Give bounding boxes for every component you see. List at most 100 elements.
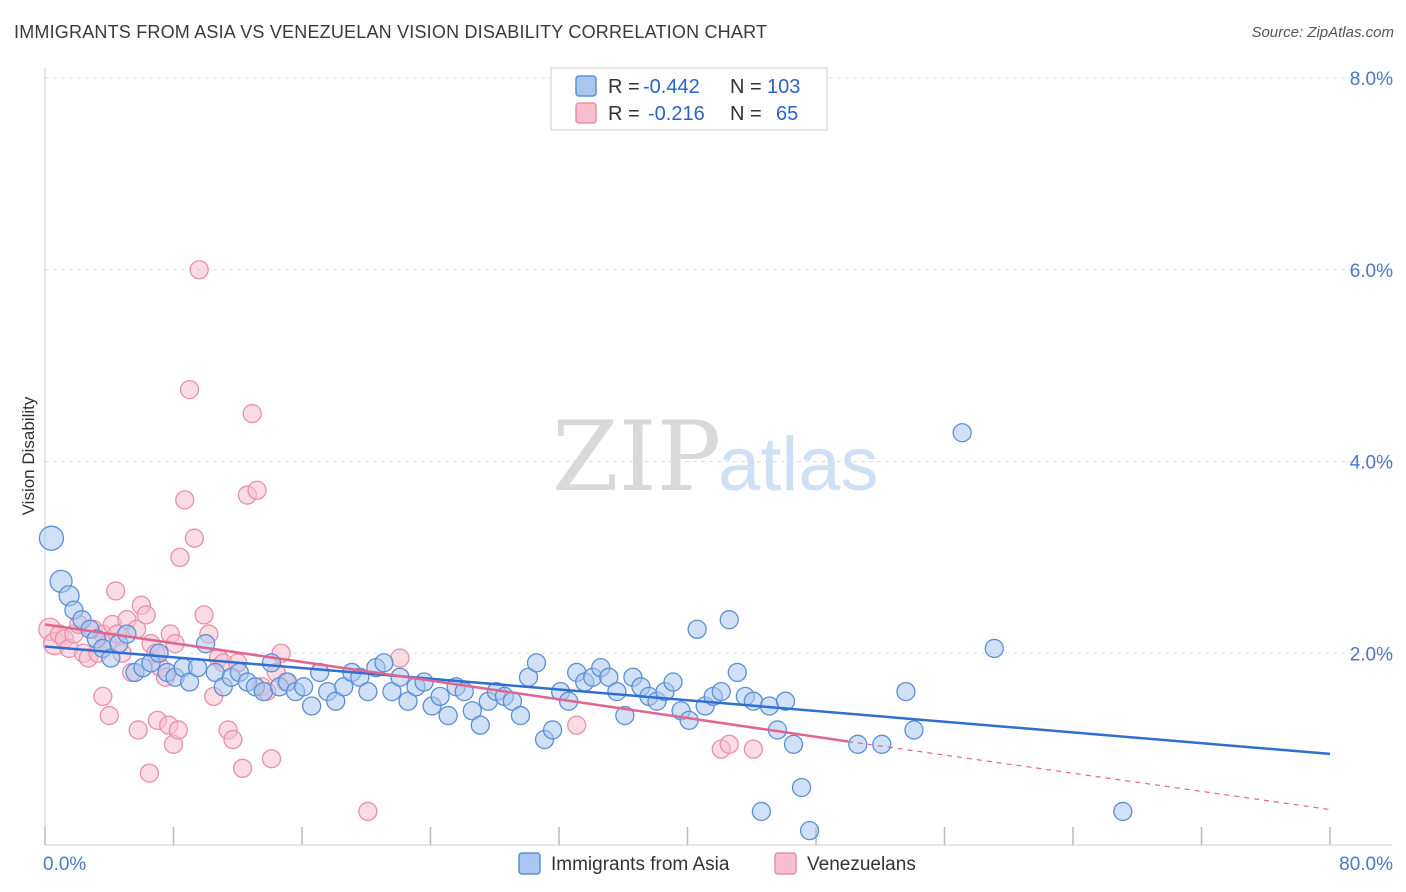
data-point: [743, 739, 764, 759]
legend-swatch-pink: [575, 102, 597, 124]
data-point: [663, 672, 683, 692]
legend-box: [550, 67, 828, 131]
data-point: [791, 777, 812, 798]
data-point: [149, 643, 169, 663]
data-point: [430, 686, 450, 707]
data-point: [175, 490, 195, 510]
data-point: [194, 605, 214, 625]
data-point: [139, 763, 160, 783]
data-point: [1113, 801, 1133, 822]
x-tick-label: 80.0%: [1339, 854, 1393, 875]
data-point: [872, 734, 892, 754]
tick-labels: 2.0% 4.0% 6.0% 8.0% 0.0% 80.0%: [43, 69, 1393, 875]
data-point: [848, 734, 868, 754]
data-point: [615, 705, 635, 726]
data-point: [711, 681, 731, 702]
legend-n-label-pink: N =: [730, 103, 762, 125]
data-point: [984, 638, 1004, 659]
legend-n-value-pink: 65: [776, 103, 798, 125]
data-point: [904, 720, 924, 740]
y-tick-label: 6.0%: [1350, 261, 1393, 282]
series-immigrants-from-asia: [38, 423, 1133, 841]
data-point: [799, 820, 820, 841]
data-point: [470, 715, 490, 735]
data-point: [232, 758, 253, 778]
watermark-zip: ZIP: [552, 401, 721, 513]
bottom-legend: Immigrants from Asia Venezuelans: [518, 852, 916, 875]
data-point: [358, 681, 378, 702]
data-point: [179, 672, 200, 692]
data-point: [187, 657, 208, 678]
y-tick-label: 8.0%: [1350, 69, 1393, 90]
legend-r-value-blue: -0.442: [643, 76, 700, 98]
data-point: [223, 729, 243, 750]
data-point: [526, 653, 547, 673]
top-legend: R = -0.442 N = 103 R = -0.216 N = 65: [550, 67, 828, 131]
legend-n-label-blue: N =: [730, 76, 762, 98]
trend-line: [44, 623, 849, 743]
chart-title: IMMIGRANTS FROM ASIA VS VENEZUELAN VISIO…: [14, 22, 768, 42]
y-axis-label: Vision Disability: [19, 396, 38, 515]
axes: [44, 68, 1392, 846]
trend-line-extension: [848, 740, 1331, 811]
data-point: [334, 677, 354, 697]
data-point: [293, 677, 314, 697]
chart-source: Source: ZipAtlas.com: [1251, 24, 1394, 41]
bottom-legend-label-blue: Immigrants from Asia: [551, 854, 730, 875]
data-point: [751, 801, 772, 822]
data-point: [128, 720, 148, 740]
data-point: [247, 480, 267, 500]
data-point: [607, 681, 627, 702]
data-point: [510, 705, 531, 726]
bottom-legend-swatch-blue: [518, 852, 541, 875]
bottom-legend-label-pink: Venezuelans: [807, 854, 916, 875]
data-point: [301, 696, 322, 716]
data-point: [189, 260, 209, 280]
bottom-legend-swatch-pink: [774, 852, 797, 875]
watermark-atlas: atlas: [718, 422, 879, 507]
data-point: [896, 681, 916, 702]
y-tick-label: 2.0%: [1350, 644, 1393, 665]
data-point: [358, 801, 378, 822]
data-point: [462, 701, 482, 721]
trend-lines: [44, 623, 1331, 811]
data-point: [170, 547, 190, 568]
data-point: [38, 525, 65, 551]
data-point: [390, 648, 410, 668]
series-venezuelans: [38, 260, 764, 822]
data-point: [783, 734, 804, 754]
data-point: [168, 720, 188, 740]
legend-r-label-blue: R =: [608, 76, 640, 98]
watermark: ZIP atlas: [552, 401, 879, 513]
data-point: [374, 653, 394, 673]
data-point: [184, 528, 205, 548]
data-point: [253, 681, 274, 702]
data-point: [93, 686, 113, 707]
data-point: [117, 624, 137, 644]
data-point: [719, 610, 739, 630]
legend-r-label-pink: R =: [608, 103, 640, 125]
x-tick-label: 0.0%: [43, 854, 86, 875]
data-point: [326, 691, 346, 711]
data-point: [414, 672, 434, 692]
data-point: [719, 734, 739, 754]
data-point: [382, 681, 402, 702]
data-point: [242, 403, 262, 424]
legend-r-value-pink: -0.216: [648, 103, 705, 125]
data-point: [775, 691, 796, 711]
trend-line: [44, 645, 1331, 756]
legend-swatch-blue: [575, 75, 597, 97]
data-point: [99, 705, 119, 726]
data-point: [438, 705, 458, 726]
data-point: [727, 662, 747, 683]
data-point: [952, 423, 972, 443]
data-point: [542, 720, 563, 740]
data-point: [599, 667, 619, 687]
data-point: [687, 619, 707, 639]
legend-n-value-blue: 103: [767, 76, 800, 98]
data-point: [179, 379, 200, 400]
data-point: [398, 691, 418, 711]
data-point: [567, 715, 587, 735]
data-point: [106, 581, 126, 601]
